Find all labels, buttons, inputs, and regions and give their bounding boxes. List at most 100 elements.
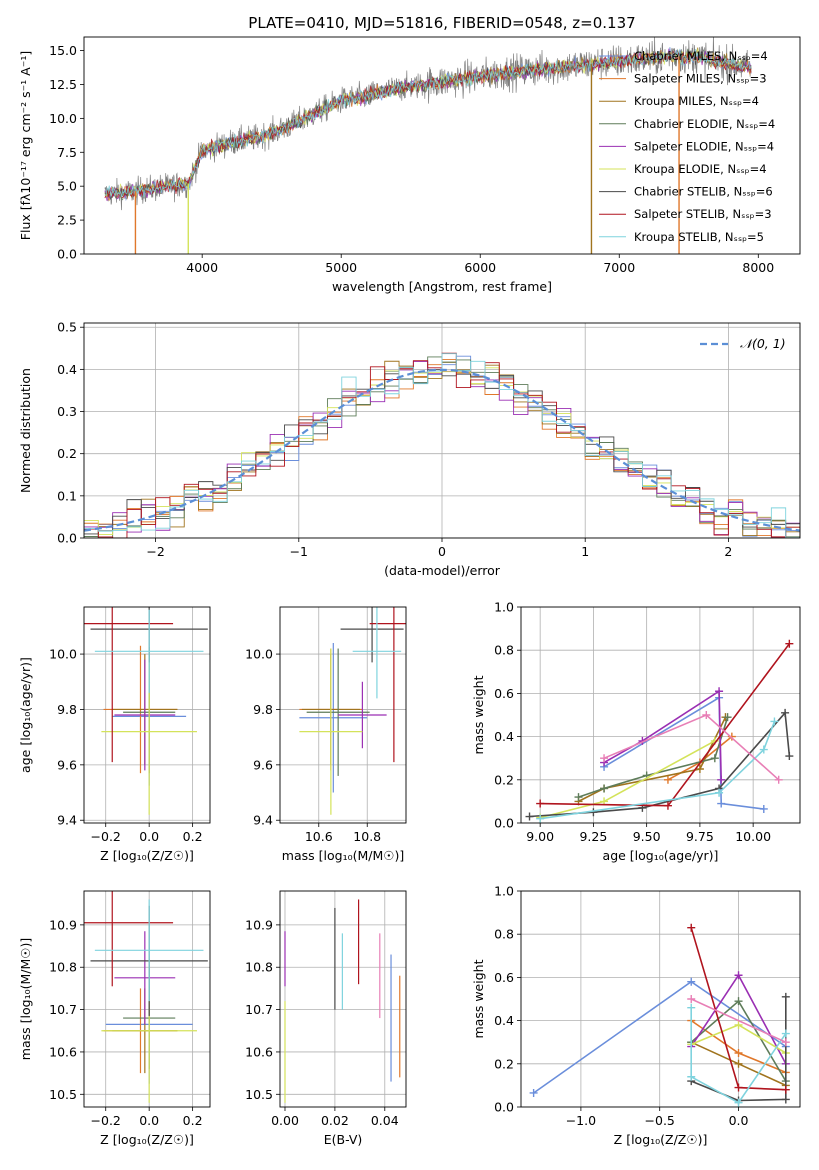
- legend-label: Chabrier ELODIE, Nₛₛₚ=4: [634, 117, 775, 131]
- x-axis-label: E(B-V): [324, 1132, 363, 1147]
- axes-frame: [279, 890, 407, 1108]
- axes-weight-vs-Z: −1.0 −0.5 0.0 0.0 0.2 0.4 0.6 0.8 1.0 Z [log₁₀(Z/…: [471, 884, 801, 1147]
- plot-area-mass-vs-Z: [84, 891, 210, 1107]
- axes-frame: [520, 890, 801, 1108]
- weight-point-marker: [727, 732, 736, 741]
- weight-point-marker: [717, 799, 726, 808]
- x-tick-label: 0.0: [139, 1113, 159, 1128]
- y-tick-label: 0.0: [494, 1100, 514, 1115]
- y-tick-label: 0.0: [57, 247, 77, 262]
- weight-point-marker: [734, 1083, 743, 1092]
- weight-point-marker: [785, 752, 794, 761]
- x-tick-label: 0.2: [183, 829, 203, 844]
- y-tick-label: 15.0: [49, 43, 77, 58]
- x-tick-label: 0.04: [371, 1113, 399, 1128]
- weight-point-marker: [702, 711, 711, 719]
- axes-frame: [83, 36, 801, 255]
- weight-point-marker: [734, 1049, 743, 1057]
- weight-series-line: [690, 1007, 787, 1104]
- y-tick-label: 0.4: [57, 362, 77, 377]
- y-tick-label: 0.8: [494, 643, 514, 658]
- y-tick-label: 10.0: [49, 111, 77, 126]
- y-tick-label: 10.8: [49, 960, 77, 975]
- x-tick-label: 9.00: [526, 829, 554, 844]
- legend-label: Salpeter MILES, Nₛₛₚ=3: [634, 72, 767, 86]
- weight-point-marker: [734, 1020, 743, 1029]
- y-tick-label: 0.6: [494, 970, 514, 985]
- weight-point-marker: [687, 977, 696, 986]
- axes-frame: [83, 322, 801, 539]
- x-tick-label: 0.0: [729, 1113, 749, 1128]
- y-axis-label: mass weight: [471, 675, 486, 754]
- plot-area-age-vs-Z: [84, 607, 210, 823]
- y-tick-label: 1.0: [494, 884, 514, 899]
- x-axis-label: age [log₁₀(age/yr)]: [603, 848, 719, 863]
- axes-mass-vs-ebv: 0.00 0.02 0.04 10.5 10.6 10.7 10.8 10.9 E(B-V): [245, 890, 407, 1147]
- weight-point-marker: [734, 997, 743, 1006]
- axes-weight-vs-age: 9.00 9.25 9.50 9.75 10.00 0.0 0.2 0.4 0.6 0.8 1.0 a…: [471, 600, 801, 863]
- y-tick-label: 9.8: [253, 702, 273, 717]
- x-tick-label: 0.0: [139, 829, 159, 844]
- axes-residuals: −2 −1 0 1 2 0.0 0.1 0.2 0.3 0.4 0.5 (data-model)/er…: [18, 320, 801, 578]
- weight-point-marker: [687, 995, 696, 1003]
- weight-point-marker: [781, 1095, 790, 1104]
- y-tick-label: 0.4: [494, 1013, 514, 1028]
- plot-area-mass-vs-ebv: [280, 891, 406, 1107]
- plot-area-residuals: [84, 323, 800, 538]
- x-tick-label: 0.00: [271, 1113, 299, 1128]
- weight-point-marker: [574, 793, 583, 802]
- weight-point-marker: [781, 708, 790, 717]
- y-tick-label: 10.0: [49, 647, 77, 662]
- weight-point-marker: [600, 784, 609, 793]
- x-tick-label: 0.2: [183, 1113, 203, 1128]
- x-tick-label: 1: [581, 544, 589, 559]
- axes-frame: [83, 606, 211, 824]
- legend-label: Kroupa ELODIE, Nₛₛₚ=4: [634, 162, 767, 176]
- y-tick-label: 0.8: [494, 927, 514, 942]
- y-axis-label: age [log₁₀(age/yr)]: [18, 657, 33, 773]
- axes-age-vs-Z: −0.2 0.0 0.2 9.4 9.6 9.8 10.0 Z [log₁₀(Z/Z☉)] ag…: [18, 606, 211, 863]
- y-tick-label: 10.5: [49, 1087, 77, 1102]
- y-tick-label: 10.5: [245, 1087, 273, 1102]
- y-tick-label: 2.5: [57, 213, 77, 228]
- x-tick-label: 9.25: [579, 829, 607, 844]
- weight-point-marker: [589, 808, 598, 817]
- weight-series-line: [540, 721, 776, 820]
- x-tick-label: 8000: [742, 260, 774, 275]
- weight-point-marker: [600, 754, 609, 763]
- x-tick-label: −0.2: [91, 829, 121, 844]
- weight-point-marker: [781, 992, 790, 1001]
- x-tick-label: 9.75: [686, 829, 714, 844]
- y-tick-label: 12.5: [49, 77, 77, 92]
- y-tick-label: 10.6: [49, 1044, 77, 1059]
- y-tick-label: 9.6: [253, 757, 273, 772]
- y-tick-label: 7.5: [57, 145, 77, 160]
- y-tick-label: 0.1: [57, 488, 77, 503]
- weight-point-marker: [536, 799, 545, 808]
- y-tick-label: 0.2: [494, 1056, 514, 1071]
- x-axis-label: Z [log₁₀(Z/Z☉)]: [614, 1132, 708, 1147]
- plot-area-age-vs-mass: [280, 607, 406, 823]
- weight-point-marker: [715, 687, 724, 696]
- y-tick-label: 0.2: [494, 772, 514, 787]
- weight-point-marker: [710, 754, 719, 763]
- weight-point-marker: [529, 1088, 538, 1097]
- x-tick-label: 0.02: [321, 1113, 349, 1128]
- y-axis-label: Normed distribution: [18, 368, 33, 493]
- legend-label: Salpeter ELODIE, Nₛₛₚ=4: [634, 139, 774, 153]
- weight-point-marker: [734, 1059, 743, 1068]
- weight-point-marker: [781, 1029, 790, 1038]
- x-tick-label: 10.8: [353, 829, 381, 844]
- x-tick-label: −0.5: [645, 1113, 675, 1128]
- y-tick-label: 5.0: [57, 179, 77, 194]
- weight-point-marker: [781, 1038, 790, 1047]
- x-tick-label: −1: [290, 544, 308, 559]
- axes-frame: [279, 606, 407, 824]
- weight-series-line: [690, 996, 787, 1102]
- weight-point-marker: [687, 923, 696, 932]
- weight-point-marker: [687, 1003, 696, 1012]
- weight-point-marker: [774, 775, 783, 784]
- legend-label: Kroupa STELIB, Nₛₛₚ=5: [634, 230, 764, 244]
- weight-point-marker: [759, 745, 768, 754]
